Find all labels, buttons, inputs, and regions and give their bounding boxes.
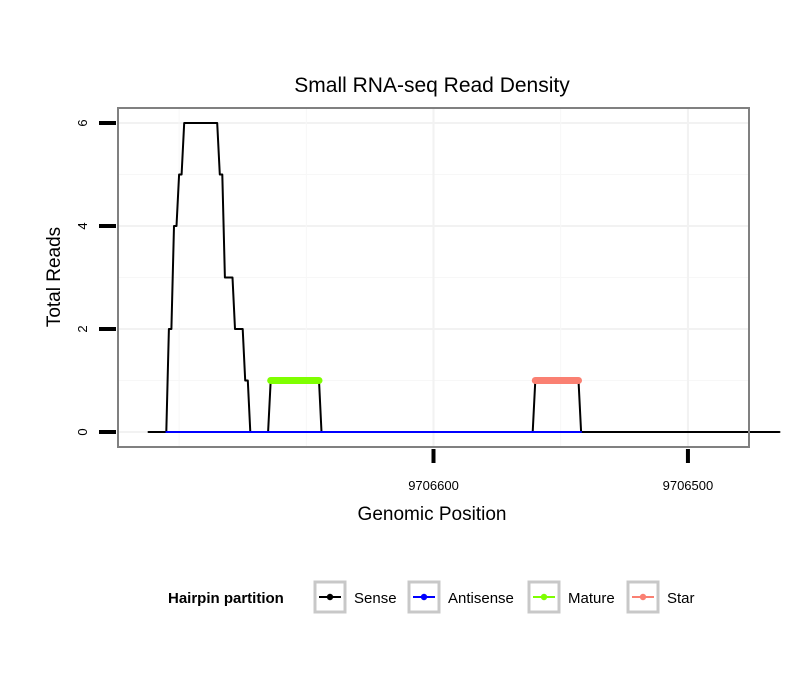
legend-key-point: [540, 593, 548, 601]
legend-key-point: [420, 593, 428, 601]
legend-item-star: Star: [626, 580, 695, 614]
y-tick-label: 0: [75, 428, 90, 435]
legend-label: Sense: [354, 590, 397, 607]
y-axis: 0 2 4 6: [75, 119, 116, 436]
legend-label: Star: [667, 590, 695, 607]
x-axis: 9706600 9706500: [408, 449, 713, 493]
plot-border: [117, 107, 750, 448]
y-tick-label: 4: [75, 222, 90, 229]
x-tick-label: 9706600: [408, 478, 459, 493]
y-axis-title: Total Reads: [44, 227, 65, 327]
legend-key-point: [639, 593, 647, 601]
legend-key-point: [326, 593, 334, 601]
legend-label: Antisense: [448, 590, 514, 607]
legend-item-sense: Sense: [313, 580, 397, 614]
y-tick-label: 6: [75, 119, 90, 126]
legend-title: Hairpin partition: [168, 590, 284, 607]
x-tick-label: 9706500: [663, 478, 714, 493]
chart-title: Small RNA-seq Read Density: [294, 74, 570, 97]
y-tick-label: 2: [75, 325, 90, 332]
legend-item-mature: Mature: [527, 580, 615, 614]
x-axis-title: Genomic Position: [358, 504, 507, 525]
plot-panel: [117, 107, 781, 448]
legend: Hairpin partition Sense Antisense Mature St…: [168, 580, 695, 614]
legend-label: Mature: [568, 590, 615, 607]
legend-item-antisense: Antisense: [407, 580, 514, 614]
data-series: [147, 122, 781, 433]
